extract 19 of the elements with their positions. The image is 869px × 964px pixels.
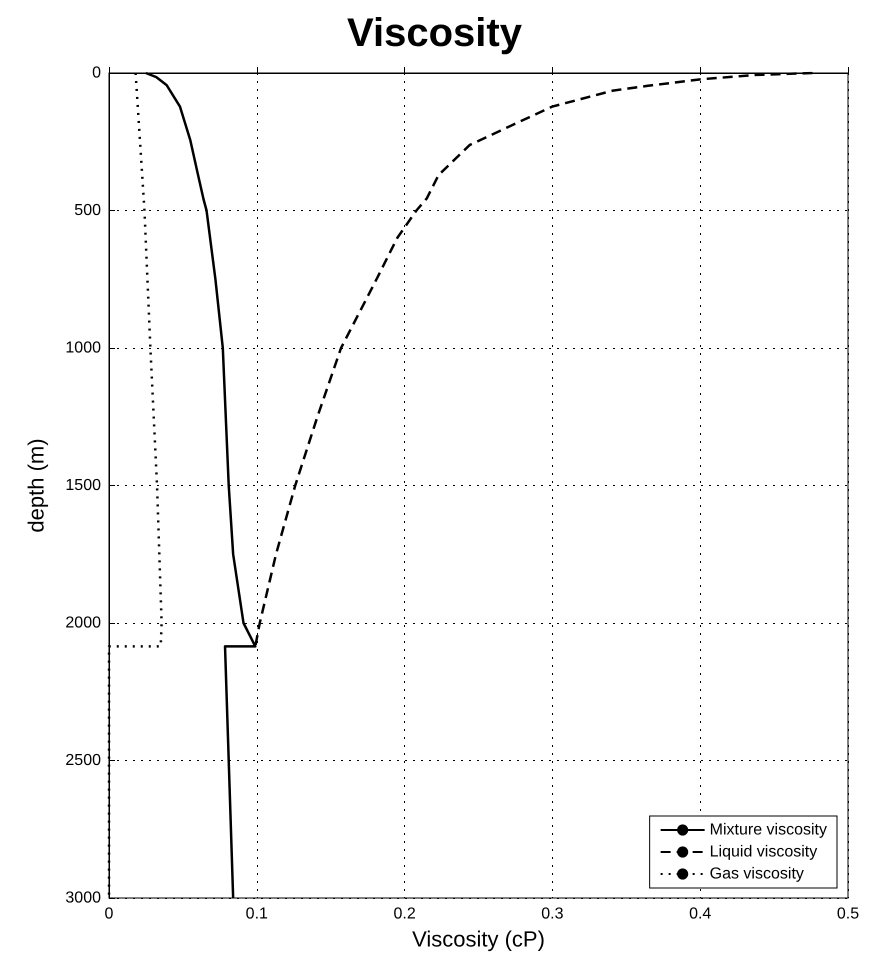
y-tick-label: 1500 xyxy=(65,477,102,494)
y-axis-title: depth (m) xyxy=(24,438,48,533)
x-tick-label: 0.1 xyxy=(246,906,268,922)
y-tick-label: 2500 xyxy=(65,752,102,769)
x-tick-label: 0.5 xyxy=(836,906,860,922)
y-tick-label: 3000 xyxy=(65,890,102,906)
y-tick-label: 500 xyxy=(74,202,102,219)
legend-label: Gas viscosity xyxy=(710,866,804,882)
x-tick-label: 0 xyxy=(104,906,114,922)
y-tick-label: 2000 xyxy=(65,614,102,632)
x-tick-label: 0.4 xyxy=(689,906,712,922)
x-axis-title: Viscosity (cP) xyxy=(412,926,545,952)
y-tick-label: 1000 xyxy=(65,340,102,356)
x-tick-label: 0.3 xyxy=(541,906,564,922)
chart-title: Viscosity xyxy=(347,11,523,55)
x-tick-label: 0.2 xyxy=(393,906,416,922)
y-tick-label: 0 xyxy=(92,64,102,82)
legend-label: Liquid viscosity xyxy=(710,844,818,860)
legend-label: Mixture viscosity xyxy=(710,822,828,838)
